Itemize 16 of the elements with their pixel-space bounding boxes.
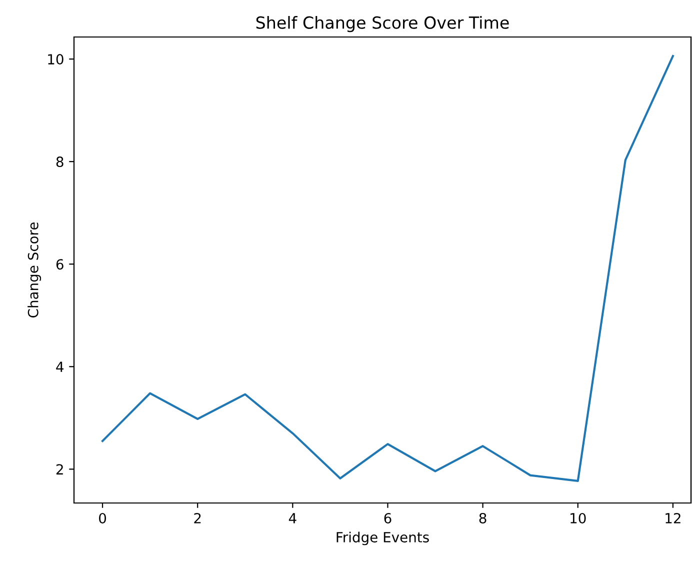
x-tick-label: 6: [384, 512, 392, 524]
y-tick-label: 10: [48, 54, 64, 65]
x-tick-label: 2: [194, 512, 201, 524]
y-tick-label: 6: [56, 259, 64, 270]
x-axis-title: Fridge Events: [336, 532, 429, 546]
x-tick-label: 12: [666, 512, 680, 524]
y-tick-label: 4: [56, 362, 64, 372]
x-tick-label: 4: [288, 513, 296, 524]
y-tick-label: 2: [56, 464, 63, 474]
x-tick-label: 8: [479, 512, 486, 524]
x-tick-label: 0: [99, 512, 106, 524]
chart-title: Shelf Change Score Over Time: [256, 16, 509, 32]
line-series: [101, 54, 674, 482]
y-axis-title: Change Score: [28, 222, 42, 318]
y-tick-label: 8: [56, 156, 64, 168]
x-tick-label: 10: [570, 512, 586, 524]
